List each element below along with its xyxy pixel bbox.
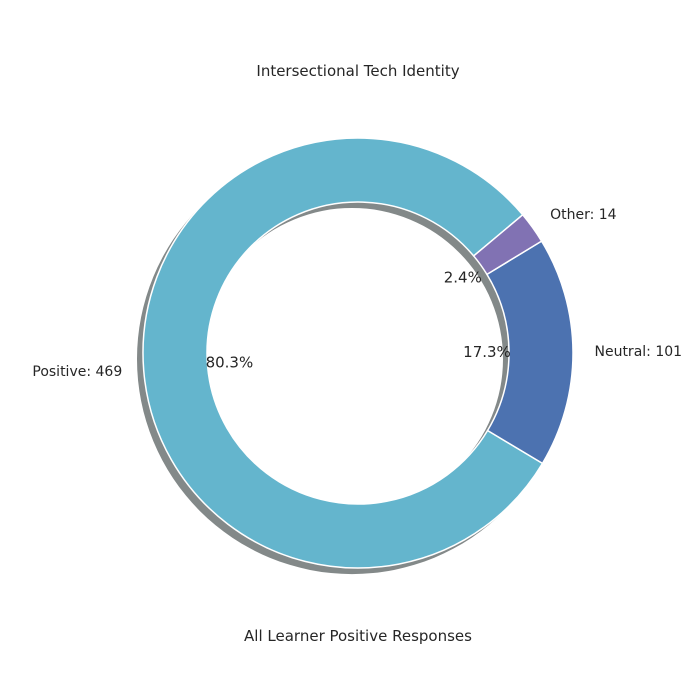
percent-label-other: 2.4% (444, 268, 482, 286)
slice-label-neutral: Neutral: 101 (594, 344, 682, 360)
x-axis-label: All Learner Positive Responses (244, 627, 472, 645)
percent-label-positive: 80.3% (206, 354, 254, 372)
percent-label-neutral: 17.3% (463, 343, 511, 361)
slice-other (472, 213, 543, 276)
slice-label-other: Other: 14 (550, 207, 617, 223)
chart-title: Intersectional Tech Identity (256, 62, 460, 80)
donut-slices (142, 137, 574, 569)
slice-label-positive: Positive: 469 (32, 364, 122, 380)
slice-labels: Positive: 469 80.3% Neutral: 101 17.3% Other… (32, 207, 682, 380)
slice-positive (142, 137, 544, 569)
